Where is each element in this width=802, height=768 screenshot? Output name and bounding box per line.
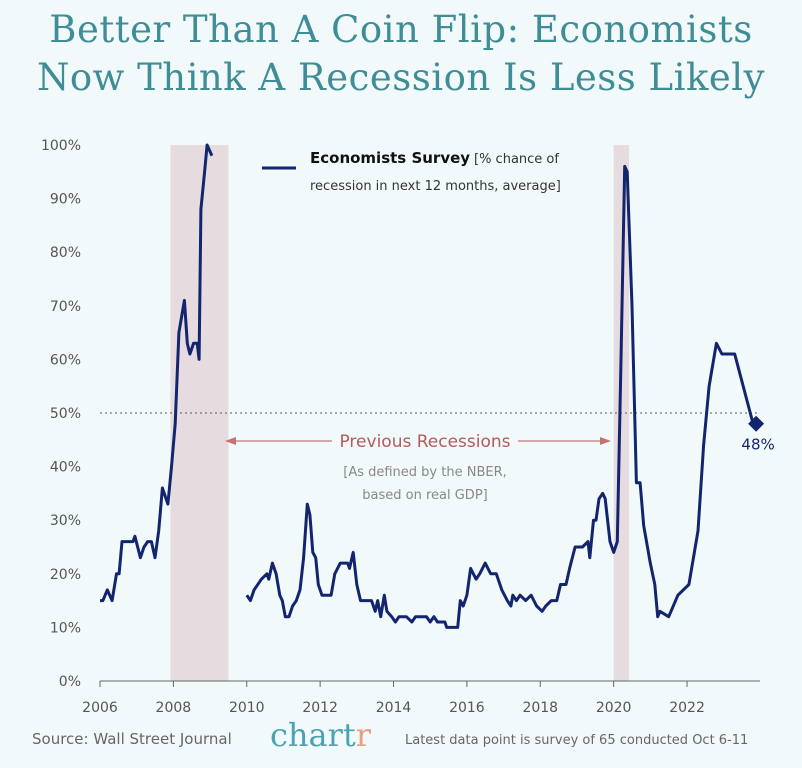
y-tick-label: 60% (50, 352, 81, 368)
title-line-2: Now Think A Recession Is Less Likely (37, 56, 765, 99)
y-tick-label: 20% (50, 567, 81, 583)
last-point-marker (748, 415, 765, 432)
x-tick-label: 2022 (669, 700, 705, 716)
y-tick-label: 70% (50, 299, 81, 315)
y-tick-label: 90% (50, 192, 81, 208)
legend-desc-2: recession in next 12 months, average] (310, 179, 561, 194)
x-tick-label: 2008 (156, 700, 192, 716)
series-line-segment (245, 164, 755, 629)
recession-annotation: Previous Recessions [As defined by the N… (225, 432, 611, 503)
series-line-segment (100, 143, 214, 603)
x-tick-label: 2018 (522, 700, 558, 716)
right-arrow-head (600, 437, 611, 445)
y-tick-label: 30% (50, 513, 81, 529)
x-tick-label: 2016 (449, 700, 485, 716)
chart-title: Better Than A Coin Flip: Economists Now … (0, 6, 802, 102)
recession-note-1: [As defined by the NBER, (343, 465, 507, 480)
y-tick-label: 0% (59, 674, 81, 690)
x-tick-label: 2006 (82, 700, 118, 716)
x-tick-label: 2010 (229, 700, 265, 716)
last-point-label: 48% (741, 436, 774, 454)
latest-data-note: Latest data point is survey of 65 conduc… (405, 733, 749, 748)
x-tick-label: 2020 (596, 700, 632, 716)
legend: Economists Survey [% chance of recession… (262, 149, 561, 194)
title-line-1: Better Than A Coin Flip: Economists (49, 8, 753, 51)
y-tick-label: 100% (41, 138, 81, 154)
recession-note-2: based on real GDP] (362, 488, 487, 503)
source-text: Source: Wall Street Journal (32, 730, 232, 748)
y-tick-label: 50% (50, 406, 81, 422)
logo-end: r (355, 716, 372, 754)
y-tick-label: 10% (50, 620, 81, 636)
legend-series-name: Economists Survey (310, 149, 470, 167)
chartr-logo: chartr (270, 716, 371, 754)
logo-main: chart (270, 716, 356, 754)
x-tick-label: 2012 (302, 700, 338, 716)
left-arrow-head (225, 437, 236, 445)
y-tick-label: 80% (50, 245, 81, 261)
y-tick-label: 40% (50, 460, 81, 476)
recession-label: Previous Recessions (339, 432, 510, 452)
x-tick-label: 2014 (376, 700, 412, 716)
legend-desc-1: [% chance of (474, 152, 559, 167)
